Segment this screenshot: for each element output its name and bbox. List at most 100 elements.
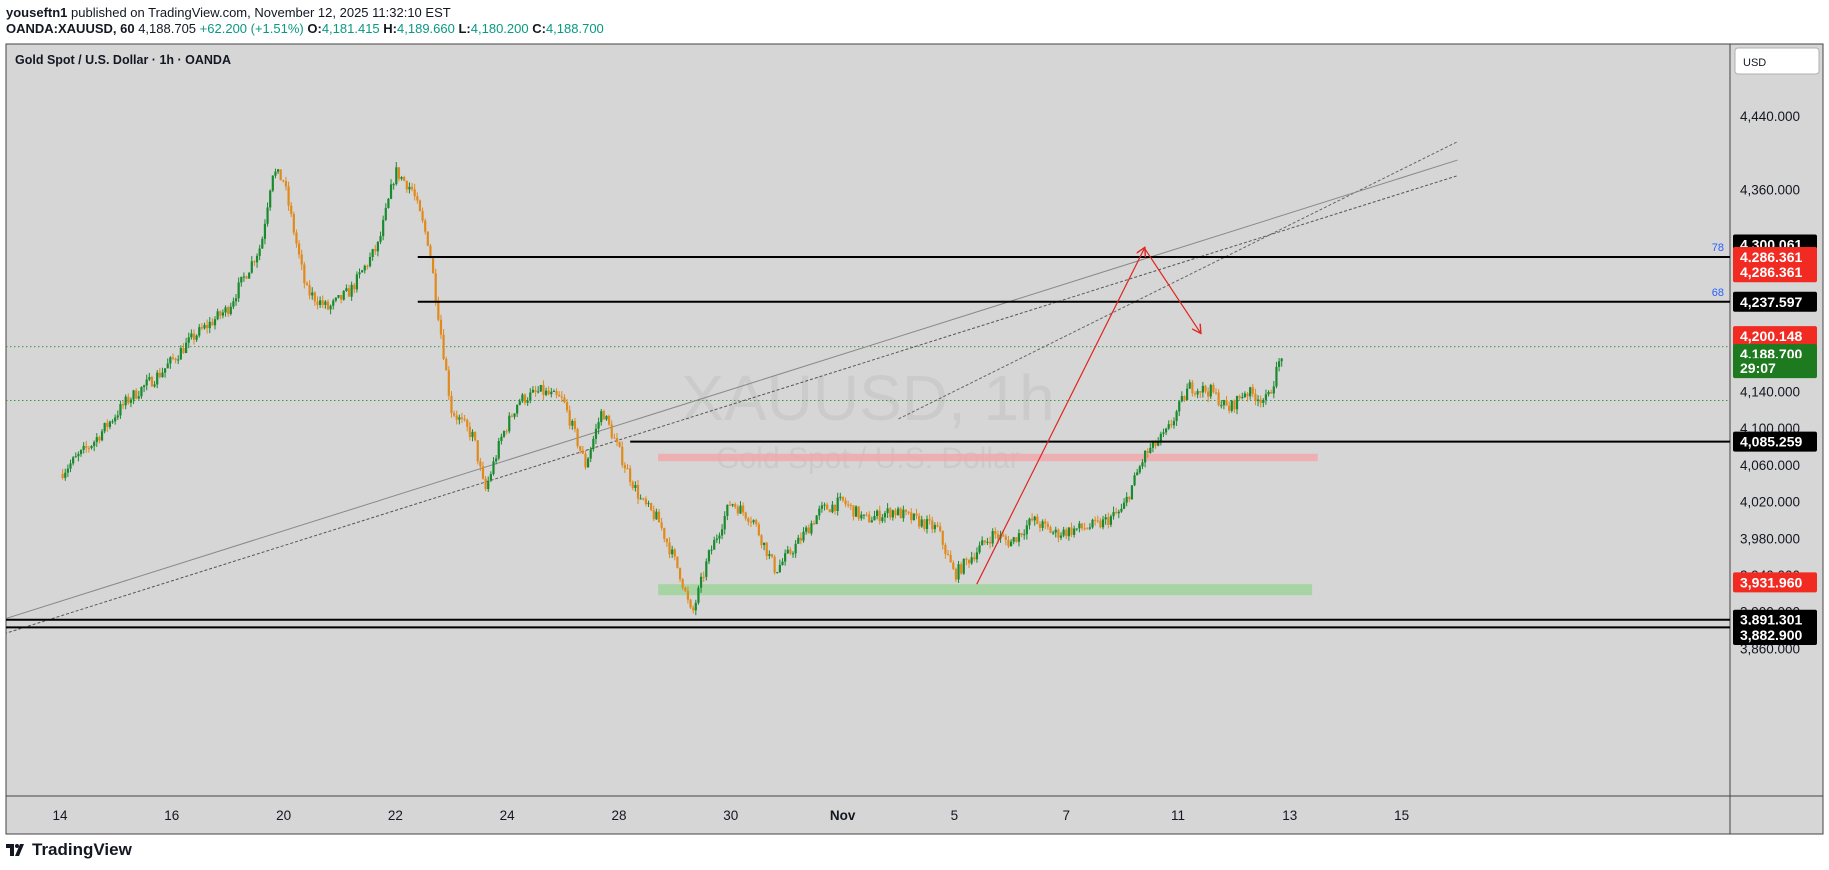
candle-up <box>458 417 461 420</box>
candle-down <box>479 461 482 467</box>
candle-down <box>1036 516 1039 524</box>
candle-down <box>1183 396 1186 401</box>
candle-down <box>206 324 209 329</box>
symbol-label: OANDA:XAUUSD, 60 <box>6 21 135 36</box>
candle-down <box>1146 450 1149 453</box>
candle-up <box>161 372 164 378</box>
candle-up <box>975 552 979 560</box>
plot-area[interactable] <box>5 43 1731 797</box>
candle-down <box>789 549 792 554</box>
candle-down <box>765 542 768 556</box>
candle-up <box>655 511 658 520</box>
candle-down <box>1246 393 1249 397</box>
candle-down <box>736 506 739 514</box>
candle-up <box>1141 462 1144 467</box>
candle-up <box>221 312 224 316</box>
candle-up <box>497 441 500 459</box>
candle-down <box>1038 523 1042 528</box>
candle-down <box>340 295 343 300</box>
candle-up <box>537 391 540 393</box>
candle-down <box>686 590 690 600</box>
candle-down <box>910 512 913 521</box>
candle-down <box>1238 396 1241 398</box>
candle-down <box>1094 519 1097 521</box>
candle-up <box>589 449 592 459</box>
candle-up <box>237 282 240 299</box>
low-label: L: <box>458 21 471 36</box>
x-tick-label: 20 <box>276 808 291 823</box>
candle-up <box>100 431 104 441</box>
tradingview-logo-icon <box>6 843 28 857</box>
candle-up <box>1186 388 1189 401</box>
candle-down <box>374 249 377 252</box>
channel-line-lower-dotted <box>6 175 1458 634</box>
candle-down <box>939 526 942 532</box>
candle-down <box>563 397 566 403</box>
candle-down <box>523 394 527 403</box>
candle-down <box>1115 512 1118 514</box>
candle-up <box>647 503 650 505</box>
candle-up <box>111 421 114 423</box>
candle-down <box>347 288 351 297</box>
candle-down <box>773 556 776 573</box>
candle-down <box>608 415 611 425</box>
candle-up <box>1073 528 1076 535</box>
candle-up <box>74 456 77 458</box>
candle-up <box>1180 396 1183 402</box>
candle-down <box>636 484 640 499</box>
candle-down <box>439 319 443 335</box>
candle-down <box>996 534 1000 539</box>
x-tick-label: 7 <box>1062 808 1070 823</box>
candle-up <box>66 468 69 473</box>
publish-info: youseftn1 published on TradingView.com, … <box>6 5 451 20</box>
candle-down <box>663 528 666 539</box>
candle-up <box>726 504 729 516</box>
candle-down <box>960 564 963 574</box>
candle-up <box>1120 508 1123 512</box>
candle-up <box>970 557 973 564</box>
price-label-box <box>1733 326 1817 347</box>
candle-down <box>673 549 676 557</box>
candle-down <box>484 478 487 490</box>
channel-line-middle <box>6 159 1458 619</box>
candle-up <box>69 463 72 469</box>
candle-up <box>781 561 784 565</box>
low-value: 4,180.200 <box>470 21 529 36</box>
candle-up <box>495 458 498 462</box>
candle-up <box>266 207 269 224</box>
candle-down <box>424 220 427 232</box>
x-tick-label: 28 <box>611 808 626 823</box>
chart-legend-title[interactable]: Gold Spot / U.S. Dollar · 1h · OANDA <box>15 53 231 67</box>
candle-down <box>505 431 508 433</box>
price-label-text: 29:07 <box>1740 360 1776 376</box>
candle-up <box>521 394 524 402</box>
candle-up <box>1222 399 1225 406</box>
candle-down <box>576 429 579 447</box>
candle-down <box>1259 399 1262 403</box>
candle-down <box>1154 440 1157 446</box>
candle-up <box>1243 393 1247 398</box>
ohlc-line: OANDA:XAUUSD, 60 4,188.705 +62.200 (+1.5… <box>6 21 604 36</box>
candle-down <box>581 450 584 454</box>
candle-up <box>886 508 889 514</box>
currency-box[interactable] <box>1734 47 1820 75</box>
candle-down <box>135 390 138 399</box>
candle-down <box>1007 539 1010 547</box>
candle-down <box>429 245 432 258</box>
candle-down <box>660 522 663 529</box>
candle-down <box>85 445 88 448</box>
candle-up <box>234 298 238 302</box>
y-tick-label: 4,020.000 <box>1740 495 1800 510</box>
candle-up <box>332 300 335 306</box>
candle-down <box>828 509 831 513</box>
candle-down <box>988 541 992 544</box>
candle-down <box>678 567 682 580</box>
time-axis-panel[interactable] <box>5 795 1731 835</box>
tradingview-logo[interactable]: TradingView <box>6 840 132 860</box>
candle-up <box>240 276 243 283</box>
candle-up <box>1104 517 1107 520</box>
price-axis-panel[interactable] <box>1729 43 1824 797</box>
candle-up <box>1280 358 1283 362</box>
author-name[interactable]: youseftn1 <box>6 5 68 20</box>
